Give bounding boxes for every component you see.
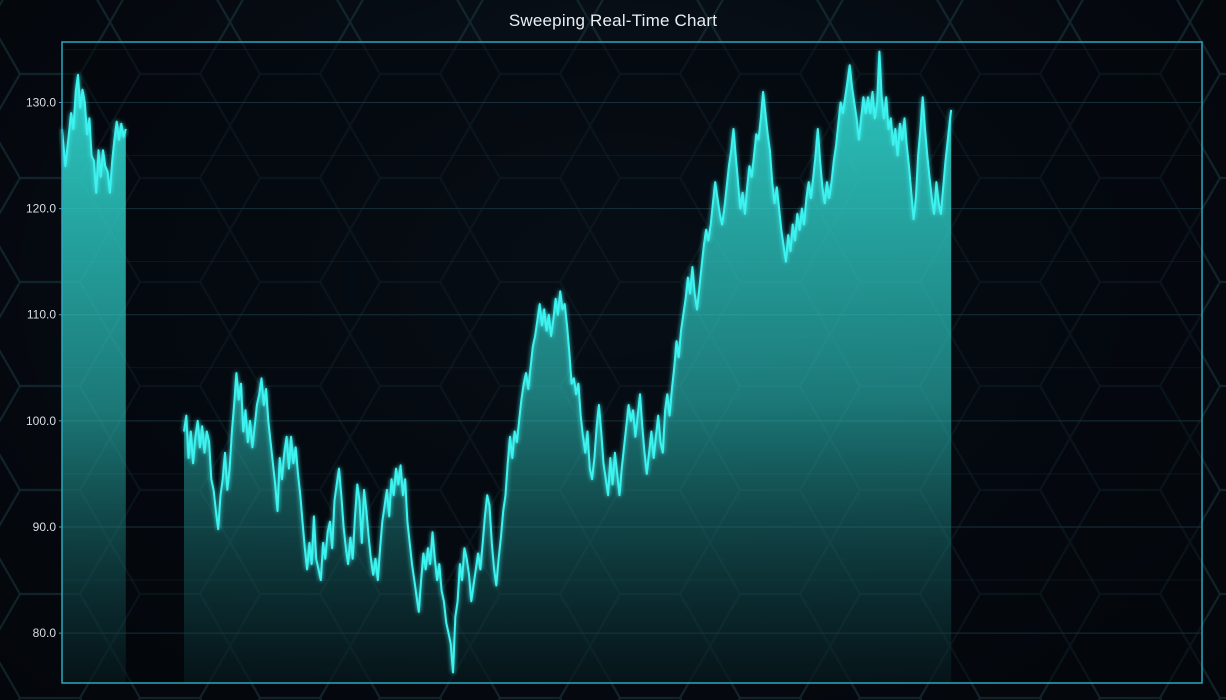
plot-frame bbox=[61, 41, 1203, 684]
y-tick-label: 90.0 bbox=[33, 520, 57, 534]
area-fill-old-sweep bbox=[62, 74, 126, 683]
y-axis-ticks: 80.0 90.0 100.0 110.0 120.0 130.0 bbox=[26, 95, 62, 640]
area-fill-layer bbox=[62, 51, 952, 684]
series-line-old-sweep bbox=[61, 73, 127, 194]
chart-title: Sweeping Real-Time Chart bbox=[508, 11, 718, 30]
y-tick-label: 100.0 bbox=[26, 414, 56, 428]
y-tick-label: 110.0 bbox=[27, 308, 56, 322]
y-tick-label: 120.0 bbox=[26, 202, 56, 216]
series-line-current-sweep bbox=[183, 50, 953, 674]
y-tick-label: 80.0 bbox=[33, 626, 57, 640]
series-line-layer bbox=[61, 50, 953, 674]
y-tick-label: 130.0 bbox=[26, 95, 56, 109]
area-fill-current-sweep bbox=[184, 51, 952, 684]
